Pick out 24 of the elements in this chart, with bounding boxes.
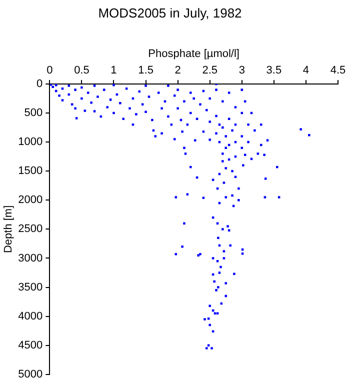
x-tick-label: 1.5 xyxy=(138,64,154,76)
y-tick-label: 4000 xyxy=(18,310,43,322)
y-tick-label: 3000 xyxy=(18,252,43,264)
x-tick-label: 0 xyxy=(46,64,53,76)
y-tick-label: 2500 xyxy=(18,223,43,236)
x-tick-label: 0.5 xyxy=(74,64,90,76)
y-tick-label: 5000 xyxy=(18,368,43,380)
y-tick-label: 1000 xyxy=(18,136,43,148)
x-tick-label: 4 xyxy=(302,64,310,76)
y-tick-label: 4500 xyxy=(18,339,43,352)
chart-title: MODS2005 in July, 1982 xyxy=(98,5,242,20)
y-axis-title: Depth [m] xyxy=(2,205,15,254)
y-tick-label: 2000 xyxy=(18,194,43,206)
y-tick-label: 3500 xyxy=(18,281,43,294)
x-tick-label: 1 xyxy=(110,64,117,76)
y-tick-label: 0 xyxy=(36,78,43,90)
x-axis-title: Phosphate [µmol/l] xyxy=(148,48,240,60)
x-tick-label: 3.5 xyxy=(266,64,282,76)
x-tick-label: 3 xyxy=(238,64,245,76)
x-tick-label: 2 xyxy=(174,64,181,76)
x-tick-label: 4.5 xyxy=(330,64,346,76)
x-tick-label: 2.5 xyxy=(202,64,218,76)
y-tick-label: 500 xyxy=(24,107,43,120)
y-tick-label: 1500 xyxy=(18,165,43,178)
